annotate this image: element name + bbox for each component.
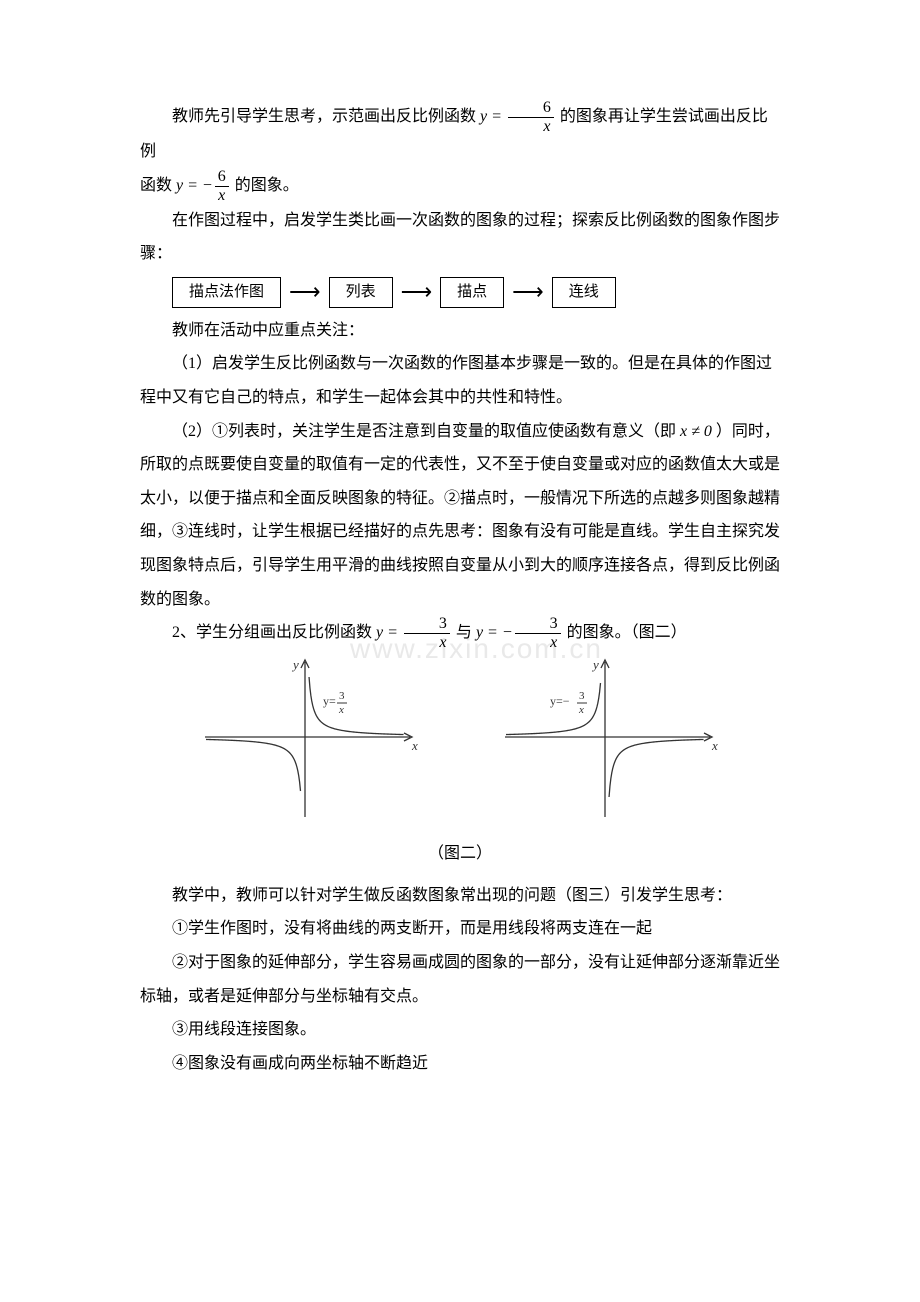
equation-inline: x ≠ 0 [680, 423, 712, 440]
paragraph-3: 在作图过程中，启发学生类比画一次函数的图象的过程；探索反比例函数的图象作图步骤： [140, 204, 780, 271]
svg-text:x: x [711, 738, 718, 753]
text: ）同时，所取的点既要使自变量的取值有一定的代表性，又不至于使自变量或对应的函数值… [140, 423, 780, 608]
denominator: x [515, 634, 561, 651]
paragraph-2: 函数 y = −6x 的图象。 [140, 169, 780, 204]
denominator: x [215, 187, 229, 204]
flow-box-method: 描点法作图 [172, 277, 281, 308]
chart-y-3-over-x: x y y=3 x [200, 657, 420, 827]
fraction: 6x [215, 169, 229, 204]
figure-caption: （图二） [140, 837, 780, 871]
paragraph-5: （1）启发学生反比例函数与一次函数的作图基本步骤是一致的。但是在具体的作图过程中… [140, 347, 780, 414]
charts-row: xyy=3x xyy=−3x [140, 657, 780, 827]
fraction: 3x [404, 616, 450, 651]
fraction: 3x [515, 616, 561, 651]
equation-lhs: y = − [476, 624, 513, 641]
svg-text:3: 3 [339, 690, 345, 702]
denominator: x [404, 634, 450, 651]
paragraph-10: ②对于图象的延伸部分，学生容易画成圆的图象的一部分，没有让延伸部分逐渐靠近坐标轴… [140, 946, 780, 1013]
fraction: 6x [508, 100, 554, 135]
numerator: 3 [515, 616, 561, 634]
paragraph-4: 教师在活动中应重点关注： [140, 314, 780, 348]
text: 函数 [140, 177, 176, 194]
arrow-icon: ⟶ [289, 281, 321, 303]
equation-lhs: y = [480, 108, 506, 125]
paragraph-6: （2）①列表时，关注学生是否注意到自变量的取值应使函数有意义（即 x ≠ 0 ）… [140, 415, 780, 617]
svg-text:x: x [411, 738, 418, 753]
equation-lhs: y = − [176, 177, 213, 194]
text: 与 [456, 624, 476, 641]
arrow-icon: ⟶ [512, 281, 544, 303]
svg-text:y: y [291, 657, 299, 672]
flow-box-plot: 描点 [440, 277, 504, 308]
paragraph-11: ③用线段连接图象。 [140, 1013, 780, 1047]
text: 2、学生分组画出反比例函数 [172, 624, 376, 641]
text: （2）①列表时，关注学生是否注意到自变量的取值应使函数有意义（即 [172, 423, 680, 440]
text: 的图象。（图二） [567, 624, 687, 641]
text: 教师先引导学生思考，示范画出反比例函数 [172, 108, 480, 125]
text: 的图象。 [235, 177, 299, 194]
numerator: 6 [508, 100, 554, 118]
svg-text:x: x [338, 704, 344, 716]
paragraph-9: ①学生作图时，没有将曲线的两支断开，而是用线段将两支连在一起 [140, 912, 780, 946]
numerator: 6 [215, 169, 229, 187]
arrow-icon: ⟶ [401, 281, 433, 303]
svg-text:3: 3 [579, 690, 585, 702]
paragraph-7: 2、学生分组画出反比例函数 y = 3x 与 y = −3x 的图象。（图二） [140, 616, 780, 651]
equation-lhs: y = [376, 624, 402, 641]
numerator: 3 [404, 616, 450, 634]
paragraph-1: 教师先引导学生思考，示范画出反比例函数 y = 6x 的图象再让学生尝试画出反比… [140, 100, 780, 169]
flow-box-connect: 连线 [552, 277, 616, 308]
paragraph-12: ④图象没有画成向两坐标轴不断趋近 [140, 1047, 780, 1081]
chart-y-neg-3-over-x: x y y=− 3 x [500, 657, 720, 827]
flowchart: 描点法作图 ⟶ 列表 ⟶ 描点 ⟶ 连线 [172, 277, 780, 308]
paragraph-8: 教学中，教师可以针对学生做反函数图象常出现的问题（图三）引发学生思考： [140, 879, 780, 913]
svg-text:y=: y= [323, 694, 336, 708]
svg-text:y=−: y=− [550, 694, 570, 708]
flow-box-list: 列表 [329, 277, 393, 308]
denominator: x [508, 118, 554, 135]
svg-text:y: y [591, 657, 599, 672]
svg-text:x: x [578, 704, 584, 716]
